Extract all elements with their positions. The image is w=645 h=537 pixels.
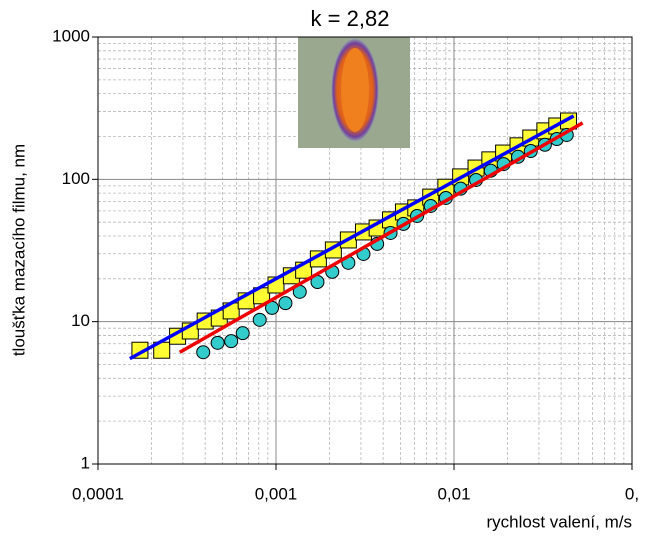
y-tick-label: 1 (81, 453, 90, 472)
circle-marker (235, 326, 250, 341)
x-tick-label: 0,001 (255, 484, 298, 503)
labels: 0,0001 0,001 0,01 0, 1 10 100 1000 (52, 26, 639, 503)
fit-line (178, 121, 584, 354)
circle-marker (278, 296, 293, 311)
y-tick-label: 100 (62, 169, 90, 188)
x-tick-label: 0,0001 (72, 484, 124, 503)
y-axis-label: tloušťka mazacího filmu, nm (9, 144, 28, 356)
circle-marker (252, 312, 267, 327)
plot-frame (97, 36, 633, 465)
y-tick-label: 1000 (52, 26, 90, 45)
y-tick-label: 10 (71, 311, 90, 330)
x-tick-label: 0, (625, 484, 639, 503)
fit-line (129, 114, 575, 361)
circle-marker (224, 334, 239, 349)
marks (129, 112, 584, 361)
circle-marker (210, 335, 225, 350)
chart-title: k = 2,82 (311, 6, 390, 31)
x-axis-label: rychlost valení, m/s (487, 512, 633, 531)
circle-marker (196, 345, 211, 360)
x-tick-label: 0,01 (437, 484, 470, 503)
inset-photo (298, 37, 410, 148)
